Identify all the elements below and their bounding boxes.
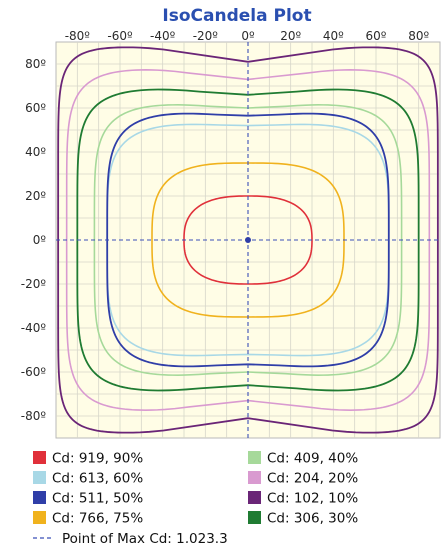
y-tick-label: -60º [21,365,47,379]
y-tick-label: 0º [33,233,47,247]
legend-swatch [33,511,46,524]
x-tick-label: 40º [323,29,344,43]
contour-2 [151,162,345,318]
y-tick-label: -40º [21,321,47,335]
y-tick-label: 20º [25,189,46,203]
legend-label: Cd: 766, 75% [52,511,143,527]
legend-swatch [33,471,46,484]
legend-swatch [248,491,261,504]
y-tick-label: -20º [21,277,47,291]
legend-label: Cd: 919, 90% [52,451,143,467]
chart-title: IsoCandela Plot [162,6,311,26]
legend-swatch [33,451,46,464]
x-tick-label: 80º [408,29,429,43]
y-tick-label: 60º [25,101,46,115]
x-tick-label: -20º [193,29,219,43]
legend-swatch [248,511,261,524]
legend-label: Cd: 102, 10% [267,491,358,507]
contour-8 [57,46,439,434]
legend-swatch [248,451,261,464]
legend-label: Cd: 613, 60% [52,471,143,487]
x-tick-label: 20º [280,29,301,43]
legend: Cd: 919, 90% Cd: 409, 40% Cd: 613, 60% Cd: … [33,451,358,543]
legend-max-label: Point of Max Cd: 1,023.3 [62,531,228,543]
legend-label: Cd: 204, 20% [267,471,358,487]
y-tick-label: 40º [25,145,46,159]
y-tick-label: -80º [21,409,47,423]
legend-label: Cd: 511, 50% [52,491,143,507]
legend-label: Cd: 306, 30% [267,511,358,527]
x-tick-label: 0º [241,29,255,43]
legend-label: Cd: 409, 40% [267,451,358,467]
legend-swatch [248,471,261,484]
x-tick-label: 60º [366,29,387,43]
legend-swatch [33,491,46,504]
x-tick-label: -40º [150,29,176,43]
x-tick-label: -80º [65,29,91,43]
plot-area: -80º -60º -40º -20º 0º 20º 40º 60º 80º 80º 60º 40º 2… [21,29,441,439]
max-point-marker [245,237,251,243]
y-tick-label: 80º [25,57,46,71]
x-tick-label: -60º [107,29,133,43]
